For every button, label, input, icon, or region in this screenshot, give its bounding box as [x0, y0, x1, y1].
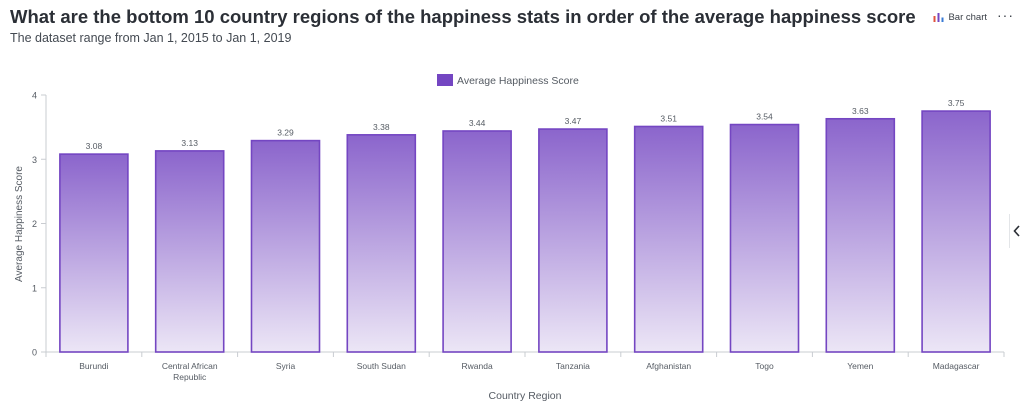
bar-tanzania[interactable] — [538, 128, 608, 353]
data-label: 3.38 — [373, 122, 390, 132]
chevron-left-icon — [1013, 225, 1020, 237]
chart-type-button[interactable]: Bar chart — [933, 12, 987, 23]
collapse-panel-button[interactable] — [1009, 214, 1024, 248]
data-label: 3.63 — [852, 106, 869, 116]
x-tick-label: Rwanda — [462, 361, 493, 371]
y-tick-label: 4 — [32, 91, 37, 101]
x-tick-label: Tanzania — [556, 361, 590, 371]
y-tick-label: 3 — [32, 155, 37, 165]
chart-subtitle: The dataset range from Jan 1, 2015 to Ja… — [10, 31, 292, 45]
more-options-button[interactable]: ··· — [997, 7, 1014, 23]
bar-togo[interactable] — [729, 123, 800, 353]
x-tick-label: Central African Republic — [162, 361, 218, 382]
data-label: 3.75 — [948, 98, 965, 108]
data-label: 3.13 — [181, 138, 198, 148]
y-axis: 0 1 2 3 4 — [32, 91, 47, 358]
bars: 3.08 3.13 3.29 3.38 3.44 3.47 3.51 3.54 3.63 3.75 — [59, 98, 991, 353]
x-tick-label: Syria — [276, 361, 296, 371]
bar-madagascar[interactable] — [921, 110, 991, 353]
y-tick-label: 2 — [32, 219, 37, 229]
x-tick-label: Togo — [755, 361, 774, 371]
bar-south-sudan[interactable] — [346, 134, 417, 353]
data-label: 3.47 — [565, 116, 582, 126]
x-tick-label: South Sudan — [357, 361, 406, 371]
data-label: 3.08 — [86, 141, 103, 151]
x-tick-label: Afghanistan — [646, 361, 691, 371]
bar-syria[interactable] — [250, 139, 321, 353]
bar-yemen[interactable] — [825, 117, 896, 353]
x-tick-label: Burundi — [79, 361, 108, 371]
x-axis-title: Country Region — [489, 390, 562, 402]
data-label: 3.54 — [756, 112, 773, 122]
x-tick-label: Yemen — [847, 361, 873, 371]
data-label: 3.51 — [660, 113, 677, 123]
y-axis-title: Average Happiness Score — [14, 166, 25, 282]
legend-label: Average Happiness Score — [457, 75, 579, 87]
data-label: 3.29 — [277, 128, 294, 138]
legend-swatch — [437, 74, 453, 86]
chart-title: What are the bottom 10 country regions o… — [10, 6, 916, 27]
bar-chart-icon — [933, 13, 944, 22]
bar-rwanda[interactable] — [442, 130, 512, 353]
x-axis: Burundi Central African Republic Syria South… — [45, 351, 1005, 382]
y-tick-label: 1 — [32, 283, 37, 293]
data-label: 3.44 — [469, 118, 486, 128]
chart-legend: Average Happiness Score — [437, 74, 579, 87]
chart-header: What are the bottom 10 country regions o… — [10, 6, 1014, 50]
bar-burundi[interactable] — [59, 153, 129, 353]
bar-afghanistan[interactable] — [633, 125, 704, 353]
chart-toolbar: Bar chart ··· — [933, 8, 1014, 26]
x-tick-label: Madagascar — [933, 361, 980, 371]
chart-type-label: Bar chart — [948, 11, 987, 23]
bar-central-african-republic[interactable] — [154, 150, 225, 353]
y-tick-label: 0 — [32, 348, 37, 358]
